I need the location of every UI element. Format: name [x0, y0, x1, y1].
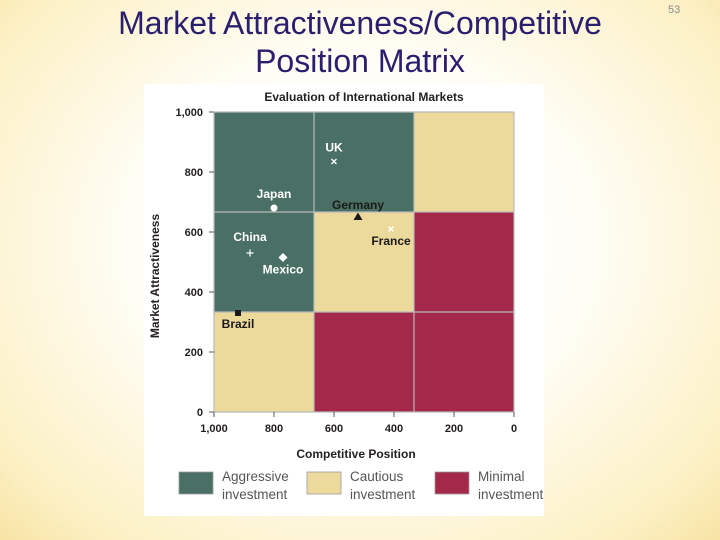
legend-swatch-aggressive	[178, 471, 214, 495]
page-number: 53	[668, 4, 681, 16]
y-tick-label: 0	[197, 407, 203, 419]
point-mexico: Mexico	[263, 253, 304, 277]
zone-minimal-r2c2	[414, 312, 514, 412]
market-matrix-chart: Evaluation of International Markets 0 200 4…	[148, 90, 544, 502]
marker-circle-japan	[270, 204, 278, 212]
point-label-france: France	[371, 234, 411, 248]
chart-panel: Evaluation of International Markets 0 200 4…	[144, 84, 544, 516]
legend-item-aggressive: Aggressive investment	[178, 469, 289, 502]
y-tick-label: 200	[185, 347, 203, 359]
chart-title: Evaluation of International Markets	[264, 90, 464, 104]
y-axis-label: Market Attractiveness	[148, 214, 162, 339]
marker-x-france	[388, 226, 394, 232]
zone-aggressive-r0c0	[214, 112, 314, 212]
x-tick-label: 400	[385, 423, 403, 435]
point-brazil: Brazil	[222, 310, 255, 331]
axes: Evaluation of International Markets 0 200 4…	[148, 90, 517, 461]
zone-cautious-r1c1	[314, 212, 414, 312]
x-axis-label: Competitive Position	[296, 447, 415, 461]
y-tick-label: 400	[185, 287, 203, 299]
marker-diamond-mexico	[278, 253, 288, 262]
marker-plus-china	[246, 249, 254, 257]
marker-triangle-germany	[353, 212, 363, 220]
legend-label-minimal-2: investment	[478, 487, 544, 502]
legend-item-cautious: Cautious investment	[306, 469, 416, 502]
legend-swatch-minimal	[434, 471, 470, 495]
legend-label-aggressive-1: Aggressive	[222, 469, 289, 484]
slide-title-line-2: Position Matrix	[255, 43, 465, 79]
x-tick-label: 600	[325, 423, 343, 435]
x-tick-label: 0	[511, 423, 517, 435]
marker-x-uk	[331, 158, 337, 165]
legend-label-minimal-1: Minimal	[478, 469, 525, 484]
legend-swatch-cautious	[306, 471, 342, 495]
point-label-mexico: Mexico	[263, 263, 304, 277]
zone-aggressive-r1c0	[214, 212, 314, 312]
point-label-germany: Germany	[332, 198, 384, 212]
legend-label-cautious-1: Cautious	[350, 469, 404, 484]
x-tick-label: 1,000	[200, 423, 228, 435]
zone-cautious-r0c2	[414, 112, 514, 212]
zone-cautious-r2c0	[214, 312, 314, 412]
marker-square-brazil	[235, 310, 241, 316]
point-france: France	[371, 226, 411, 248]
zones-layer	[214, 112, 514, 412]
zone-aggressive-r0c1	[314, 112, 414, 212]
slide-title: Market Attractiveness/Competitive Positi…	[40, 4, 680, 80]
zone-minimal-r1c2	[414, 212, 514, 312]
legend-item-minimal: Minimal investment	[434, 469, 544, 502]
y-tick-label: 600	[185, 227, 203, 239]
point-label-japan: Japan	[257, 187, 292, 201]
legend: AggressiveinvestmentCautiousinvestmentMi…	[178, 469, 544, 502]
y-tick-label: 800	[185, 167, 203, 179]
point-china: China	[233, 230, 267, 257]
point-japan: Japan	[257, 187, 292, 212]
y-tick-label: 1,000	[175, 107, 203, 119]
zone-minimal-r2c1	[314, 312, 414, 412]
x-tick-label: 200	[445, 423, 463, 435]
x-tick-label: 800	[265, 423, 283, 435]
point-label-brazil: Brazil	[222, 317, 255, 331]
grid-lines	[213, 111, 515, 413]
slide-title-line-1: Market Attractiveness/Competitive	[118, 5, 602, 41]
data-points: UK Japan Germany France China Mexico Brazil	[222, 141, 411, 332]
legend-label-cautious-2: investment	[350, 487, 416, 502]
point-uk: UK	[325, 141, 343, 165]
legend-label-aggressive-2: investment	[222, 487, 288, 502]
point-label-uk: UK	[325, 141, 343, 155]
point-label-china: China	[233, 230, 267, 244]
point-germany: Germany	[332, 198, 384, 220]
